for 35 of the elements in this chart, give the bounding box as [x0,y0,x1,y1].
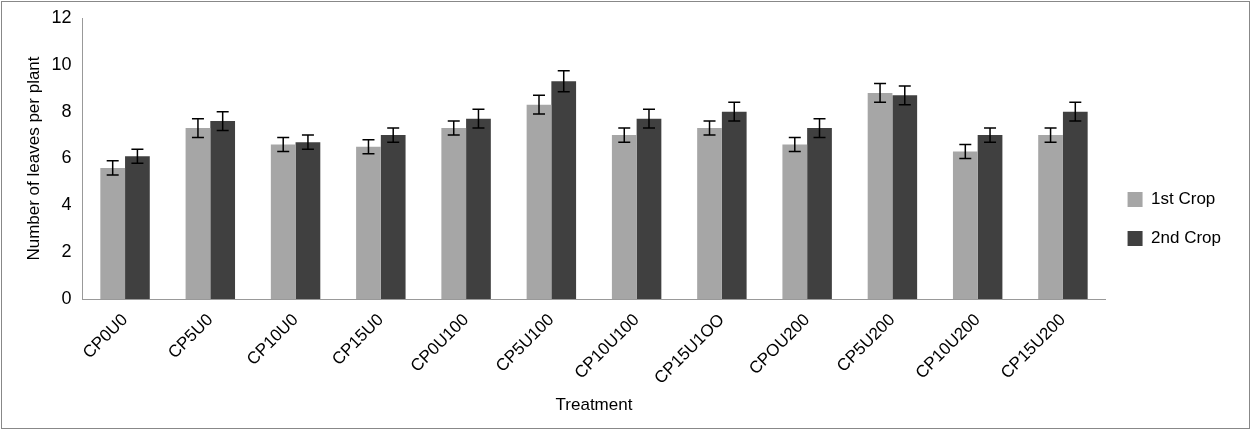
y-tick-label: 6 [61,147,72,168]
y-tick-label: 12 [51,6,72,27]
bar [611,135,637,300]
legend-label: 1st Crop [1151,189,1216,209]
bar [356,146,381,300]
bar [295,142,321,300]
y-tick-label: 10 [51,53,72,74]
bar [892,95,918,300]
bar [697,128,722,300]
bar [977,135,1003,300]
y-axis-title: Number of leaves per plant [23,56,43,261]
bar [807,128,832,300]
bar [441,128,467,300]
bar [867,92,893,300]
bar [526,104,552,300]
bar [952,151,978,300]
bar [466,118,491,300]
bar [1062,111,1088,300]
bar [380,135,406,300]
y-tick-label: 2 [61,241,72,262]
bar [125,156,150,300]
y-tick-label: 0 [61,288,72,309]
bar [782,144,808,300]
bar [100,167,126,300]
bar [270,144,296,300]
bar [636,118,662,300]
y-tick-label: 4 [61,194,72,215]
bar [721,111,747,300]
bar [210,121,236,300]
x-axis-title: Treatment [555,395,633,415]
bar [1038,135,1063,300]
y-tick-label: 8 [61,100,72,121]
bar [185,128,211,300]
legend-label: 2nd Crop [1151,228,1221,248]
bar [551,81,577,300]
